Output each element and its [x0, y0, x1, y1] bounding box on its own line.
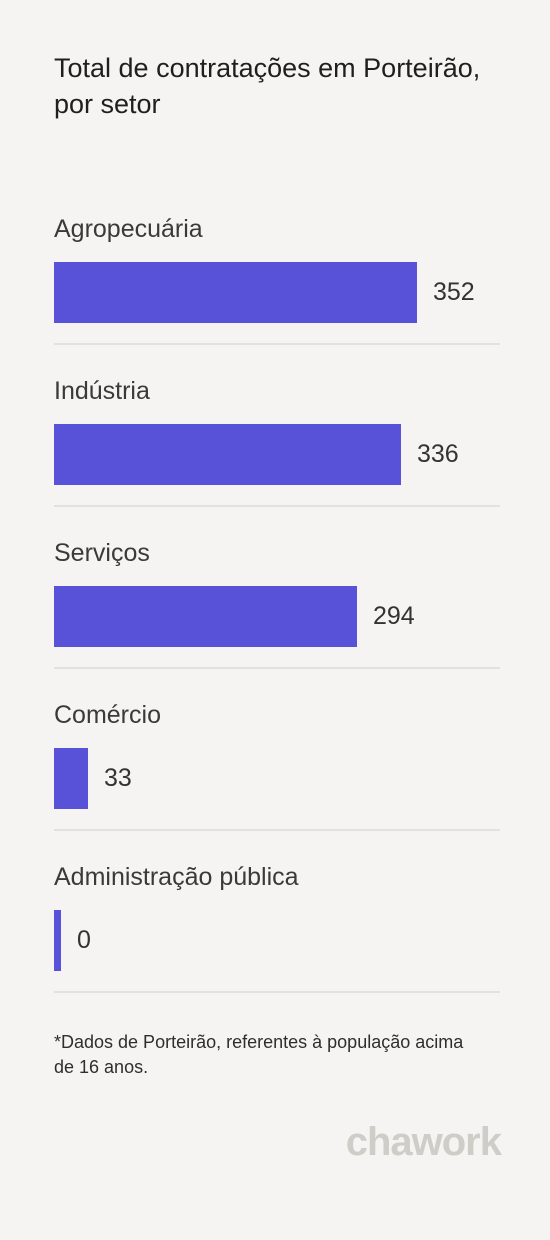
row-divider [54, 667, 500, 669]
bar-row: Indústria 336 [54, 376, 500, 538]
row-divider [54, 505, 500, 507]
footnote: *Dados de Porteirão, referentes à popula… [54, 1032, 464, 1077]
bar-value-label: 33 [104, 764, 132, 792]
bar-value-label: 294 [373, 602, 415, 630]
bar [54, 424, 401, 485]
bar-row: Serviços 294 [54, 538, 500, 700]
category-label: Administração pública [54, 863, 299, 891]
row-divider [54, 343, 500, 345]
category-label: Agropecuária [54, 215, 203, 243]
bar-row: Agropecuária 352 [54, 214, 500, 376]
bar [54, 748, 88, 809]
bar [54, 586, 357, 647]
chart-title: Total de contratações em Porteirão, por … [54, 53, 481, 119]
bar-row: Administração pública 0 [54, 862, 500, 1024]
bar-value-label: 0 [77, 926, 91, 954]
category-label: Indústria [54, 377, 150, 405]
row-divider [54, 991, 500, 993]
row-divider [54, 829, 500, 831]
bar-value-label: 336 [417, 440, 459, 468]
bar-row: Comércio 33 [54, 700, 500, 862]
category-label: Comércio [54, 701, 161, 729]
bar-value-label: 352 [433, 278, 475, 306]
category-label: Serviços [54, 539, 150, 567]
bar [54, 262, 417, 323]
brand-logo: chawork [345, 1120, 502, 1164]
bar [54, 910, 61, 971]
